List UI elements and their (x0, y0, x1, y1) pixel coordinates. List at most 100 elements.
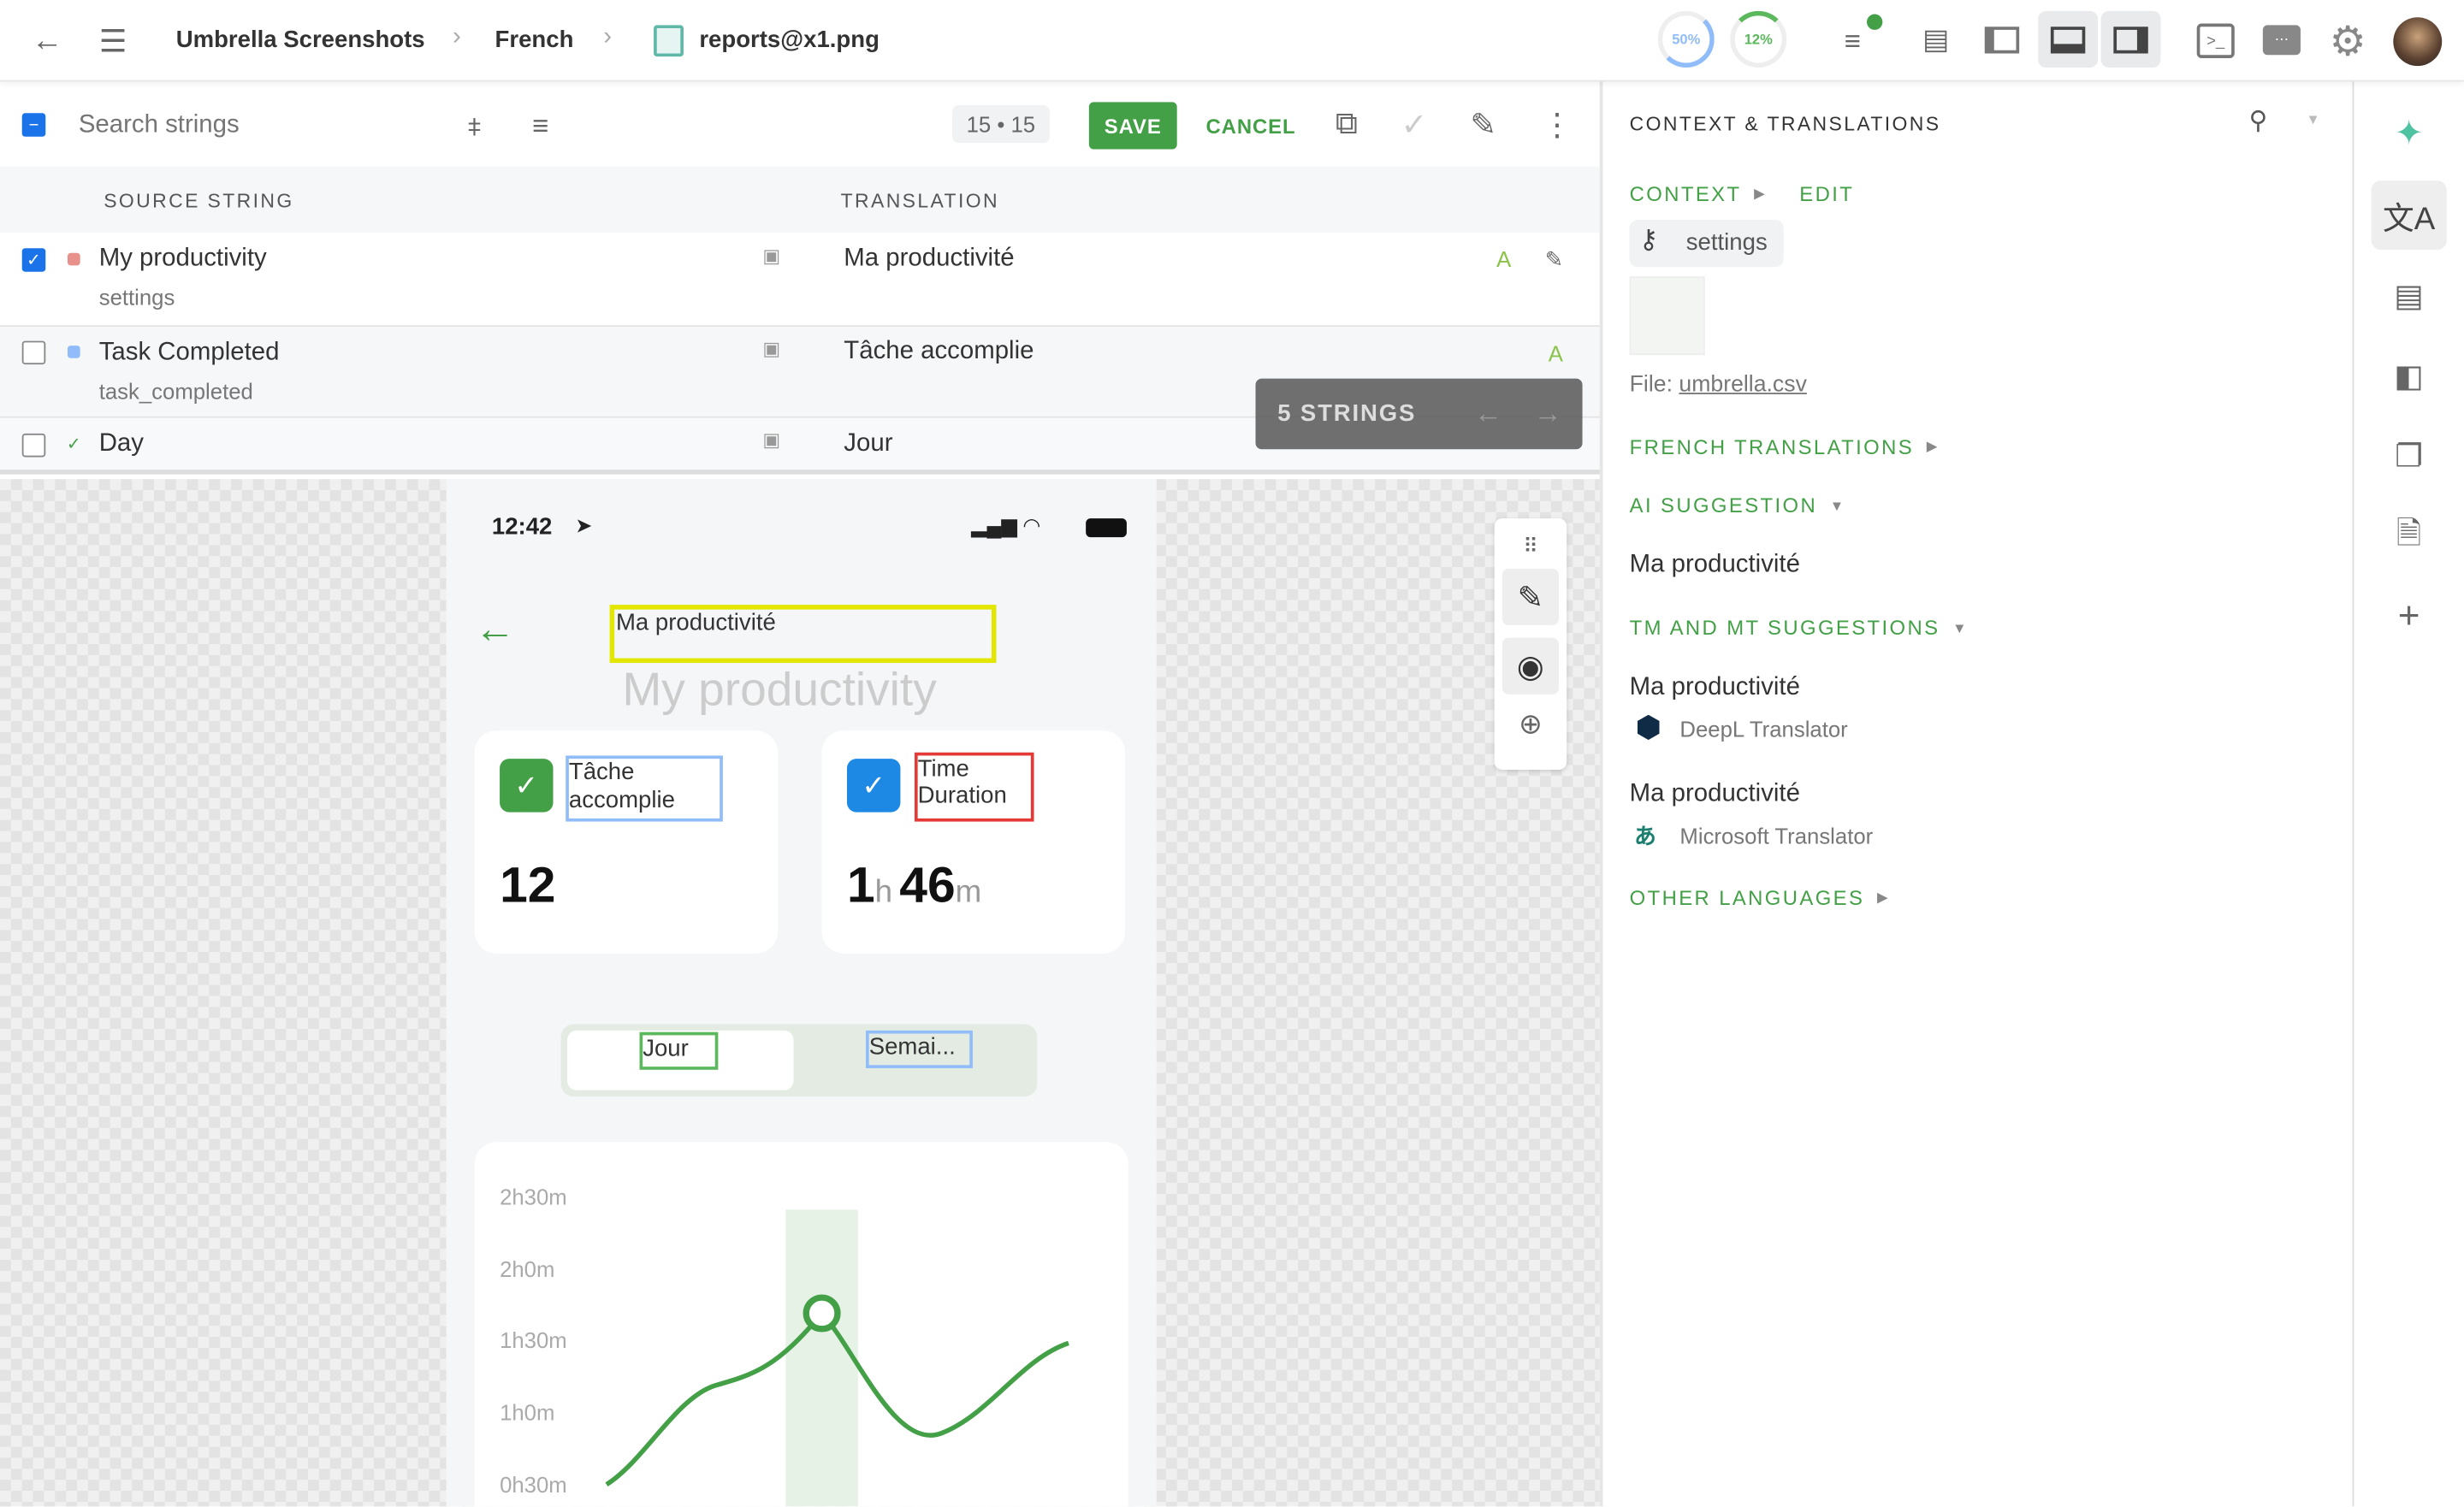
tune-icon[interactable]: ⧧ (467, 109, 483, 141)
edit-list-icon[interactable]: ≡ (1844, 24, 1862, 56)
keyboard-icon[interactable]: ⋯ (2262, 25, 2301, 56)
other-languages-header: OTHER LANGUAGES ▶ (1630, 886, 1888, 910)
row-checkbox[interactable] (21, 340, 46, 365)
vertical-layout-icon[interactable] (2100, 10, 2161, 68)
chart-point (803, 1294, 841, 1333)
ai-suggestion-text[interactable]: Ma productivité (1629, 551, 1800, 578)
highlight-task-completed[interactable]: Tâche accomplie (566, 755, 723, 822)
avatar[interactable] (2393, 17, 2443, 67)
terminal-icon[interactable]: >_ (2196, 23, 2235, 58)
translation-header: TRANSLATION (840, 190, 999, 212)
key-icon: ⚷ (1638, 224, 1659, 255)
horizontal-layout-icon[interactable] (2038, 10, 2098, 68)
check-blue-icon: ✓ (846, 759, 901, 813)
translation-memory-icon[interactable]: ❐ (2395, 439, 2424, 474)
context-header: CONTEXT ▶ EDIT (1630, 182, 1855, 206)
drag-handle-icon[interactable]: ⠿ (1523, 534, 1538, 558)
row-checkbox[interactable] (21, 433, 46, 458)
add-icon[interactable]: + (2397, 595, 2420, 638)
status-translated-icon (67, 346, 80, 358)
more-vert-icon[interactable]: ⋮ (1541, 107, 1573, 143)
translation-text[interactable]: Jour (844, 430, 893, 458)
key-chip-label: settings (1685, 229, 1768, 257)
glossary-icon[interactable]: ◧ (2394, 358, 2425, 394)
comments-icon[interactable]: ▤ (2394, 279, 2425, 314)
chart-line (605, 1209, 1069, 1507)
screenshot-thumbnail[interactable] (1629, 276, 1705, 356)
translation-text[interactable]: Tâche accomplie (844, 337, 1034, 365)
edit-mode-icon[interactable]: ✎ (1502, 568, 1560, 626)
save-button[interactable]: SAVE (1088, 102, 1177, 150)
source-text: Day (98, 430, 144, 458)
chart-highlight-band (785, 1209, 858, 1507)
editor-toolbar: − ⧧ ≡ 15 • 15 SAVE CANCEL ⧉ ✓ ✎ ⋮ (0, 82, 1600, 167)
chevron-right-icon: › (603, 23, 613, 50)
sidebar-layout-icon[interactable] (1972, 11, 2032, 68)
breadcrumb-language[interactable]: French (495, 27, 574, 54)
screenshot-icon[interactable]: ▣ (762, 428, 781, 452)
gear-icon[interactable]: ⚙ (2329, 16, 2366, 64)
string-key: task_completed (98, 378, 253, 405)
table-layout-icon[interactable]: ▤ (1922, 22, 1950, 55)
other-languages-section[interactable]: OTHER LANGUAGES (1629, 885, 1865, 910)
source-text: My productivity (98, 245, 267, 272)
highlight-day[interactable]: Jour (639, 1031, 719, 1070)
ai-assistant-icon[interactable]: ✦ (2394, 113, 2424, 153)
prev-arrow-icon[interactable]: ← (1473, 396, 1502, 428)
panel-divider[interactable] (1599, 81, 1603, 1507)
tasks-count: 12 (500, 856, 556, 913)
file-link[interactable]: umbrella.csv (1679, 372, 1807, 398)
translated-progress[interactable]: 50% (1657, 10, 1715, 68)
edit-context-link[interactable]: EDIT (1799, 182, 1855, 206)
menu-icon[interactable]: ☰ (98, 24, 127, 59)
context-section[interactable]: CONTEXT (1629, 182, 1742, 206)
file-info-icon[interactable]: 🗎 (2396, 517, 2422, 552)
next-arrow-icon[interactable]: → (1533, 396, 1562, 428)
row-checkbox[interactable]: ✓ (21, 248, 46, 272)
highlight-title[interactable]: Ma productivité (609, 605, 997, 664)
key-chip[interactable]: ⚷ settings (1629, 220, 1784, 268)
dropdown-icon[interactable]: ▼ (2306, 111, 2320, 127)
phone-back-arrow-icon: ← (474, 605, 516, 653)
ai-suggestion-header: AI SUGGESTION ▼ (1630, 493, 1845, 517)
pin-icon[interactable]: ⚲ (2248, 108, 2268, 135)
approve-check-icon[interactable]: ✓ (1401, 107, 1428, 143)
breadcrumb-project[interactable]: Umbrella Screenshots (175, 27, 425, 54)
caret-right-icon: ▶ (1926, 438, 1938, 454)
translate-icon[interactable]: 文A (2371, 180, 2447, 251)
right-rail (2352, 81, 2464, 1507)
screenshot-icon[interactable]: ▣ (762, 337, 781, 360)
french-translations-section[interactable]: FRENCH TRANSLATIONS (1629, 434, 1915, 459)
edit-pencil-icon[interactable]: ✎ (1544, 245, 1564, 271)
caret-right-icon: ▶ (1754, 185, 1765, 202)
title-translation: Ma productivité (615, 609, 776, 636)
cancel-button[interactable]: CANCEL (1194, 102, 1307, 149)
search-input[interactable] (78, 106, 424, 145)
deepl-icon (1637, 714, 1660, 741)
y-tick: 1h30m (500, 1327, 567, 1353)
table-row[interactable]: ✓ My productivity settings ▣ Ma producti… (0, 232, 1600, 328)
breadcrumb-file: reports@x1.png (699, 27, 880, 54)
filter-icon[interactable]: ≡ (532, 109, 549, 141)
battery-icon (1086, 518, 1127, 538)
image-file-icon (654, 25, 684, 57)
suggestion-text[interactable]: Ma productivité (1629, 780, 1800, 808)
translation-text[interactable]: Ma productivité (844, 245, 1015, 272)
back-arrow-icon[interactable]: ← (31, 22, 63, 58)
approved-progress[interactable]: 12% (1730, 10, 1787, 68)
provider-name: DeepL Translator (1679, 716, 1848, 742)
pencil-icon[interactable]: ✎ (1470, 107, 1497, 143)
ai-suggestion-section[interactable]: AI SUGGESTION (1629, 493, 1818, 517)
select-all-checkbox[interactable]: − (21, 113, 46, 137)
y-tick: 0h30m (500, 1471, 567, 1498)
copy-source-icon[interactable]: ⧉ (1335, 105, 1359, 141)
file-info: File: umbrella.csv (1629, 372, 1807, 398)
eye-icon[interactable]: ◉ (1502, 637, 1560, 694)
screenshot-icon[interactable]: ▣ (762, 245, 781, 268)
string-key: settings (98, 284, 175, 310)
suggestion-text[interactable]: Ma productivité (1629, 673, 1800, 701)
highlight-week[interactable]: Semai... (866, 1030, 973, 1068)
tm-mt-section[interactable]: TM AND MT SUGGESTIONS (1629, 615, 1940, 640)
zoom-in-icon[interactable]: ⊕ (1519, 707, 1543, 740)
highlight-time-duration[interactable]: Time Duration (914, 752, 1034, 822)
